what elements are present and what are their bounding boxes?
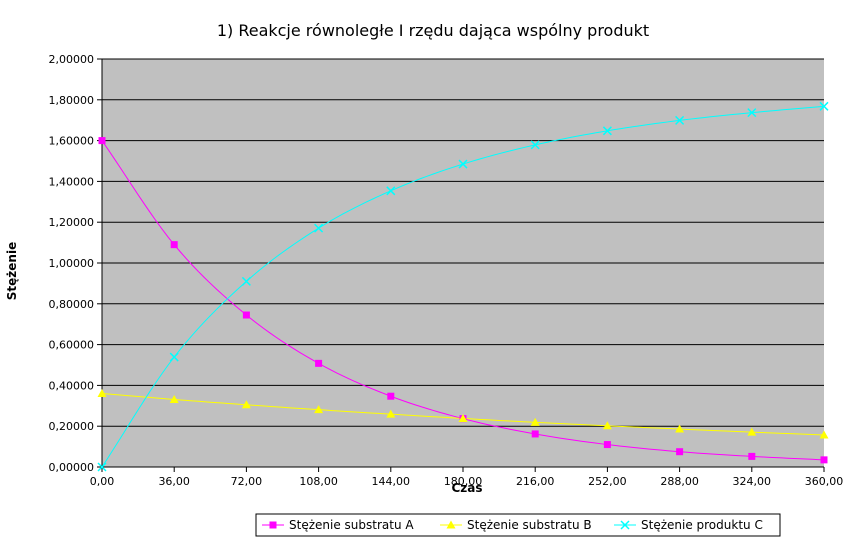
data-point-1 bbox=[315, 359, 323, 367]
data-point-3 bbox=[386, 186, 396, 196]
y-tick-label: 1,40000 bbox=[49, 175, 95, 188]
x-tick-label: 108,00 bbox=[299, 475, 338, 488]
x-tick-label: 36,00 bbox=[158, 475, 190, 488]
x-tick-label: 180,00 bbox=[444, 475, 483, 488]
data-point-1 bbox=[820, 456, 828, 464]
y-tick-label: 0,20000 bbox=[49, 420, 95, 433]
x-tick-label: 144,00 bbox=[372, 475, 411, 488]
series-markers bbox=[97, 101, 829, 472]
data-point-2 bbox=[602, 421, 612, 430]
data-point-1 bbox=[676, 448, 684, 456]
data-point-3 bbox=[458, 159, 468, 169]
data-point-1 bbox=[98, 137, 106, 145]
data-point-3 bbox=[169, 352, 179, 362]
data-point-1 bbox=[748, 452, 756, 460]
y-tick-label: 1,00000 bbox=[49, 257, 95, 270]
y-tick-label: 0,80000 bbox=[49, 298, 95, 311]
x-tick-labels: 0,00 36,00 72,00 108,00 144,00 180,00 216,00 25… bbox=[90, 467, 844, 488]
x-tick-label: 0,00 bbox=[90, 475, 115, 488]
legend-box bbox=[255, 513, 781, 537]
legend-label: Stężenie produktu C bbox=[641, 518, 763, 532]
x-axis-title: Czas bbox=[451, 481, 482, 495]
y-tick-label: 0,00000 bbox=[49, 461, 95, 474]
data-point-2 bbox=[530, 417, 540, 426]
legend-label: Stężenie substratu A bbox=[289, 518, 414, 532]
data-point-1 bbox=[242, 311, 250, 319]
data-point-2 bbox=[747, 427, 757, 436]
data-point-2 bbox=[314, 405, 324, 414]
data-point-2 bbox=[386, 409, 396, 418]
data-point-2 bbox=[241, 400, 251, 409]
legend-marker bbox=[446, 520, 456, 529]
y-tick-label: 1,80000 bbox=[49, 94, 95, 107]
data-point-2 bbox=[819, 430, 829, 439]
data-point-3 bbox=[675, 115, 685, 125]
y-tick-label: 0,60000 bbox=[49, 339, 95, 352]
y-tick-label: 0,40000 bbox=[49, 379, 95, 392]
data-point-3 bbox=[314, 223, 324, 233]
x-tick-label: 288,00 bbox=[660, 475, 699, 488]
legend: Stężenie substratu A Stężenie substratu B… bbox=[255, 513, 781, 537]
x-tick-label: 72,00 bbox=[231, 475, 263, 488]
x-tick-label: 360,00 bbox=[805, 475, 844, 488]
y-axis-title: Stężenie bbox=[5, 242, 19, 300]
data-point-3 bbox=[241, 276, 251, 286]
data-point-3 bbox=[97, 462, 107, 472]
x-tick-label: 252,00 bbox=[588, 475, 627, 488]
chart-title: 1) Reakcje równoległe I rzędu dająca wsp… bbox=[217, 21, 649, 40]
data-point-2 bbox=[675, 424, 685, 433]
x-tick-label: 324,00 bbox=[733, 475, 772, 488]
y-tick-label: 1,60000 bbox=[49, 135, 95, 148]
x-tick-label: 216,00 bbox=[516, 475, 555, 488]
y-tick-label: 2,00000 bbox=[49, 53, 95, 66]
data-point-2 bbox=[97, 389, 107, 398]
data-point-1 bbox=[531, 430, 539, 438]
data-point-1 bbox=[603, 441, 611, 449]
data-point-2 bbox=[458, 413, 468, 422]
data-point-3 bbox=[747, 108, 757, 118]
data-point-3 bbox=[602, 126, 612, 136]
data-point-2 bbox=[169, 394, 179, 403]
legend-marker bbox=[269, 521, 277, 529]
y-tick-labels: 0,00000 0,20000 0,40000 0,60000 0,80000 1,000… bbox=[49, 53, 102, 474]
data-point-3 bbox=[530, 140, 540, 150]
y-tick-label: 1,20000 bbox=[49, 216, 95, 229]
gridlines bbox=[102, 58, 824, 427]
data-point-3 bbox=[819, 101, 829, 111]
legend-label: Stężenie substratu B bbox=[467, 518, 592, 532]
legend-marker bbox=[620, 520, 630, 530]
data-point-1 bbox=[387, 392, 395, 400]
data-point-1 bbox=[170, 241, 178, 249]
